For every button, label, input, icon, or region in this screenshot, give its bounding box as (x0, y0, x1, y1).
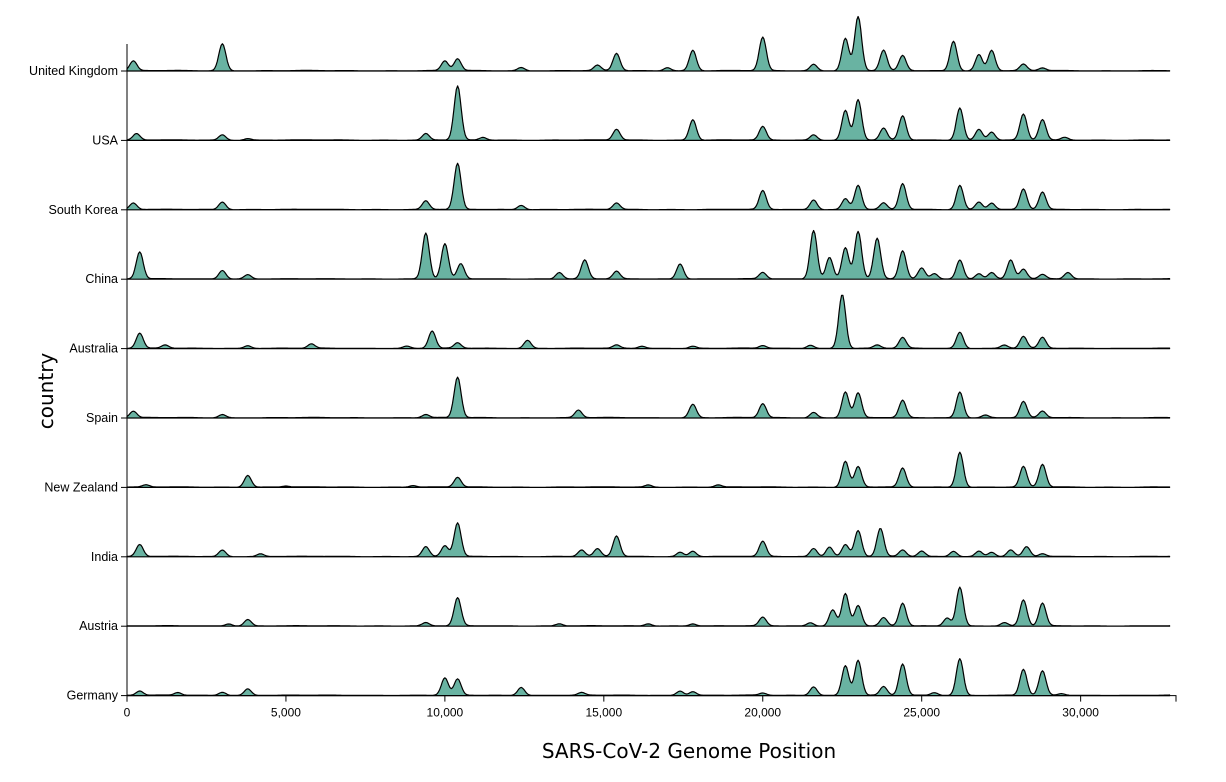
ridge-south-korea (126, 162, 1171, 211)
y-tick-label-spain: Spain (86, 411, 118, 425)
y-axis-title: country (34, 353, 58, 430)
x-tick-label-20000: 20,000 (744, 706, 781, 720)
y-tick-label-india: India (91, 550, 118, 564)
y-tick-label-austria: Austria (79, 619, 118, 633)
ridge-india (126, 522, 1171, 558)
y-tick-label-new-zealand: New Zealand (44, 480, 118, 494)
x-tick-label-10000: 10,000 (427, 706, 464, 720)
ridge-new-zealand (126, 451, 1171, 488)
ridge-germany (126, 658, 1171, 697)
y-tick-label-china: China (85, 272, 118, 286)
y-tick-label-united-kingdom: United Kingdom (29, 64, 118, 78)
ridge-china (126, 229, 1171, 280)
ridge-united-kingdom (126, 15, 1171, 72)
ridge-austria (126, 586, 1171, 627)
x-tick-label-25000: 25,000 (903, 706, 940, 720)
x-axis: 0 5,000 10,000 15,000 20,000 25,000 30,000 (124, 695, 1177, 720)
x-axis-title: SARS-CoV-2 Genome Position (542, 739, 836, 763)
y-tick-label-australia: Australia (69, 342, 118, 356)
x-tick-label-30000: 30,000 (1062, 706, 1099, 720)
x-tick-label-5000: 5,000 (271, 706, 301, 720)
y-tick-label-germany: Germany (67, 689, 119, 703)
ridgeline-series-group (126, 15, 1171, 697)
ridge-usa (126, 85, 1171, 141)
x-tick-label-15000: 15,000 (585, 706, 622, 720)
ridge-spain (126, 376, 1171, 419)
y-tick-label-south-korea: South Korea (49, 203, 119, 217)
x-tick-label-0: 0 (124, 706, 131, 720)
x-axis-line (126, 695, 1177, 702)
ridge-australia (126, 294, 1171, 350)
y-tick-label-usa: USA (92, 133, 118, 147)
y-axis: United Kingdom USA South Korea China Austral… (29, 44, 128, 703)
